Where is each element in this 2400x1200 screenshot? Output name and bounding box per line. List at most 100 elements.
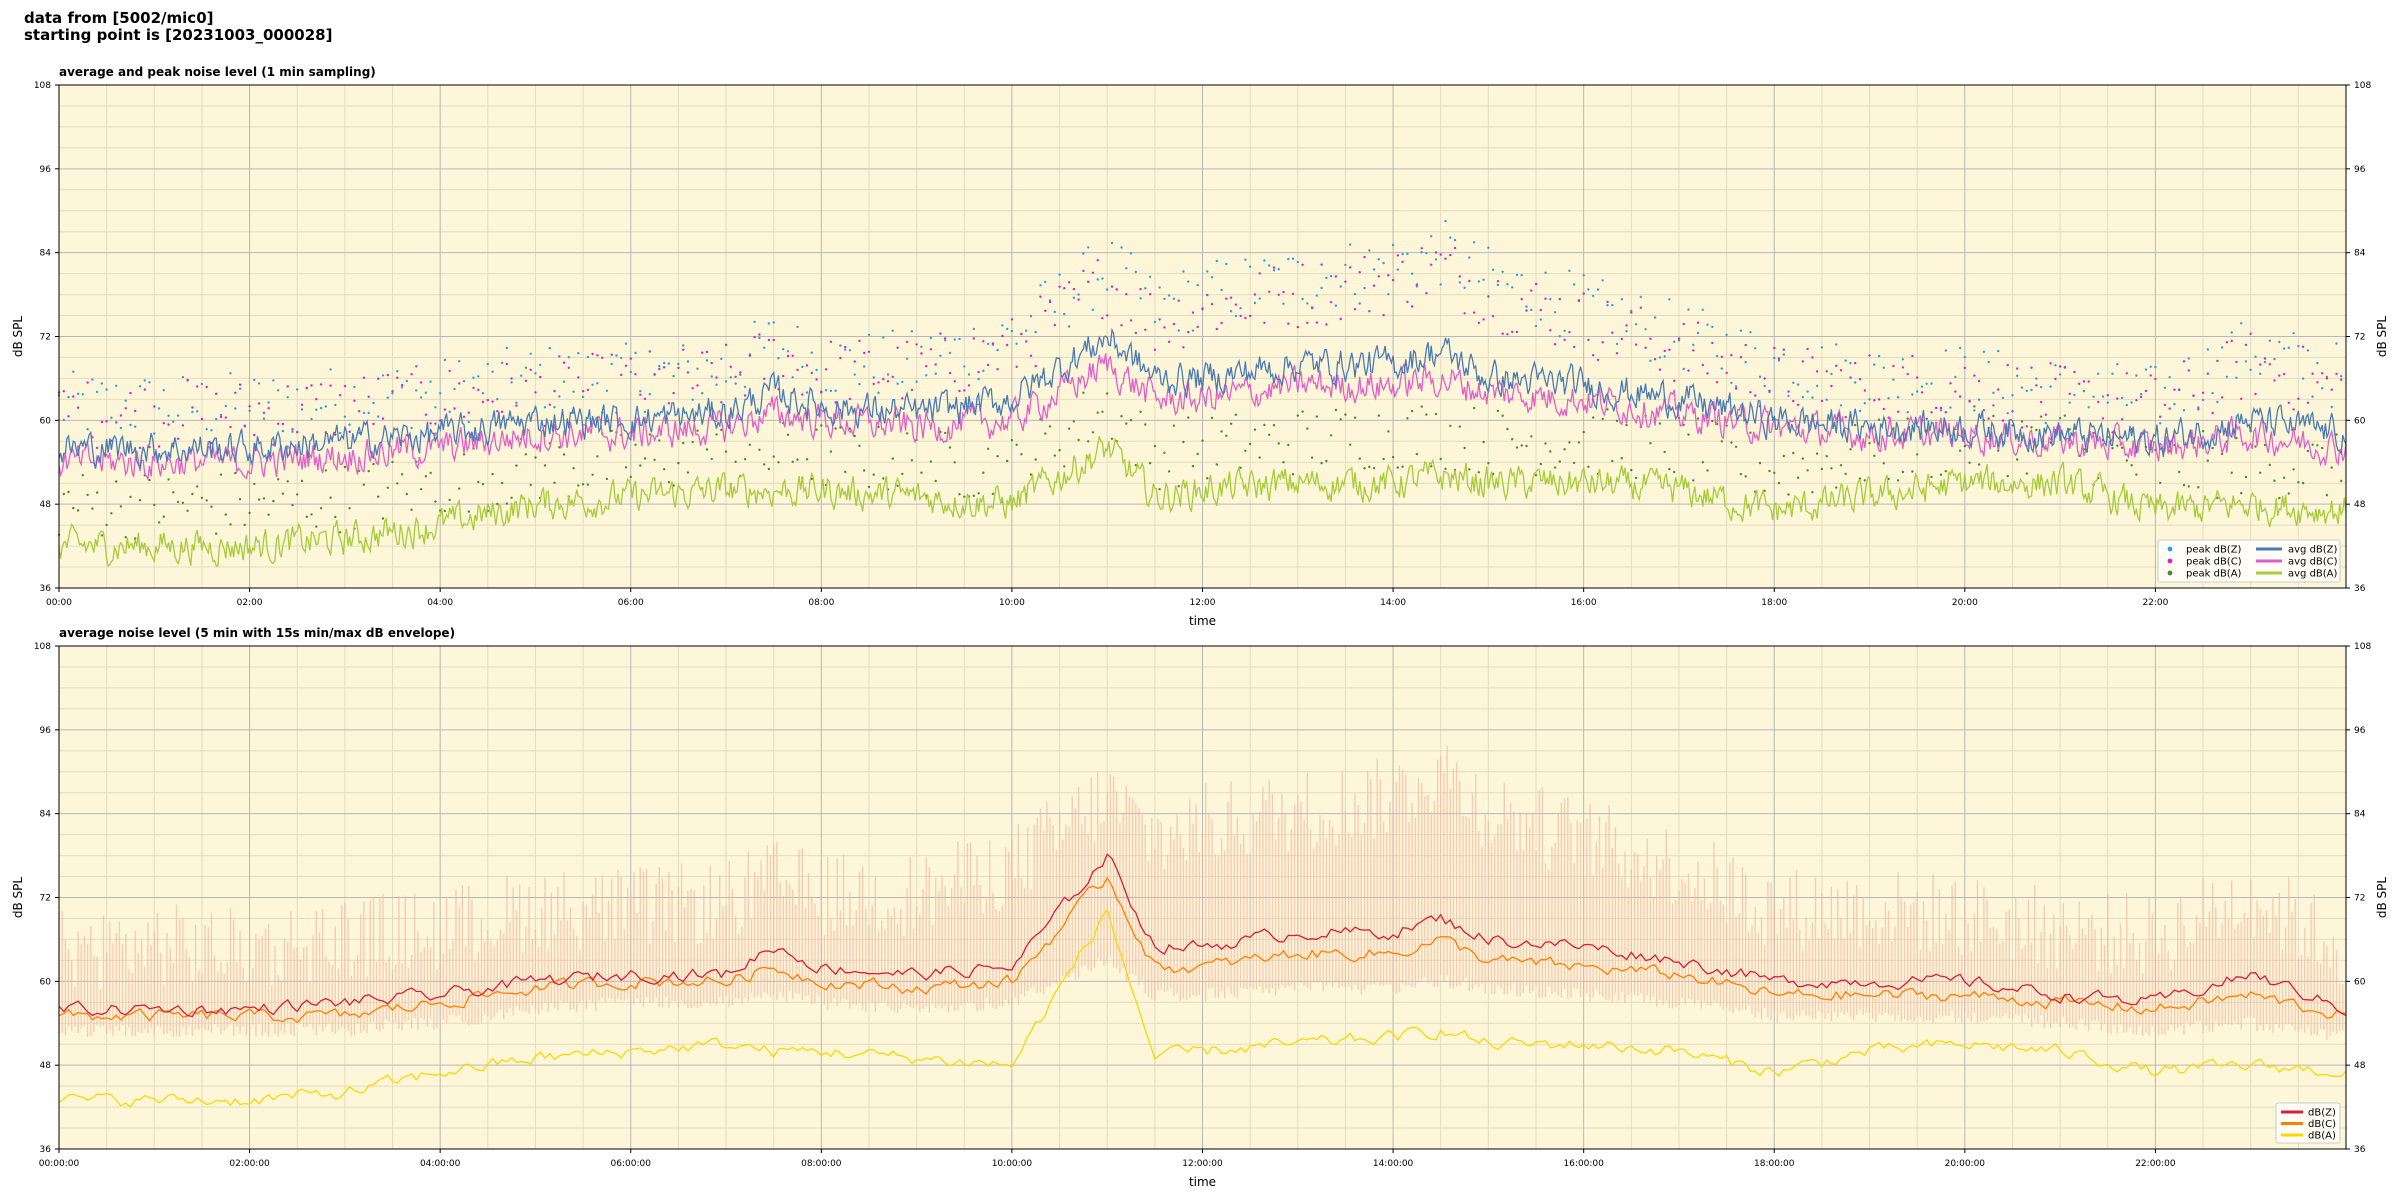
peak-point — [1954, 375, 1957, 379]
y-tick-label-left: 72 — [40, 333, 51, 343]
peak-point — [329, 496, 332, 499]
peak-point — [2125, 403, 2128, 407]
peak-point — [677, 461, 680, 465]
peak-point — [758, 336, 761, 340]
peak-point — [462, 453, 466, 456]
peak-point — [1787, 493, 1790, 496]
peak-point — [1825, 455, 1828, 458]
peak-point — [948, 371, 952, 375]
peak-point — [72, 370, 75, 373]
peak-point — [1506, 283, 1509, 286]
peak-point — [1396, 254, 1400, 257]
peak-point — [2187, 485, 2190, 488]
peak-point — [1577, 299, 1581, 302]
peak-point — [1777, 357, 1781, 360]
peak-point — [1158, 488, 1161, 491]
peak-point — [1220, 321, 1223, 325]
peak-point — [896, 382, 899, 385]
peak-point — [2125, 372, 2128, 375]
peak-point — [62, 492, 65, 496]
peak-point — [196, 485, 199, 488]
peak-point — [1006, 343, 1009, 347]
peak-point — [1177, 485, 1180, 488]
peak-point — [1406, 300, 1409, 304]
peak-point — [834, 427, 837, 430]
peak-point — [1406, 417, 1409, 420]
peak-points-peakdbc — [57, 246, 2343, 450]
peak-point — [643, 410, 647, 414]
peak-point — [562, 361, 566, 364]
peak-point — [315, 408, 318, 411]
series-line-dbc — [58, 876, 2346, 1024]
peak-point — [2182, 360, 2186, 363]
peak-point — [486, 398, 489, 402]
peak-point — [277, 422, 280, 425]
peak-point — [481, 392, 485, 395]
peak-point — [1258, 272, 1261, 275]
peak-point — [2092, 431, 2095, 435]
legend-box — [2157, 539, 2341, 583]
peak-point — [419, 381, 423, 384]
peak-point — [1592, 416, 1595, 419]
peak-point — [358, 410, 361, 413]
peak-point — [1449, 253, 1452, 257]
peak-point — [1044, 309, 1047, 312]
peak-point — [2301, 377, 2305, 380]
peak-point — [1663, 349, 1666, 353]
peak-point — [1120, 324, 1123, 327]
peak-point — [1854, 423, 1857, 427]
peak-point — [2187, 369, 2190, 372]
peak-point — [1082, 269, 1085, 273]
peak-point — [1939, 406, 1943, 410]
peak-point — [76, 406, 80, 409]
peak-point — [939, 332, 942, 335]
peak-point — [1325, 459, 1328, 463]
peak-point — [1244, 316, 1247, 320]
peak-point — [629, 357, 632, 360]
chart-panel-top: 36 36 48 48 60 60 72 72 84 84 96 96 108 108 00:00 02:00… — [11, 65, 2389, 628]
peak-point — [972, 327, 975, 331]
peak-point — [1849, 376, 1852, 379]
peak-point — [1449, 424, 1452, 428]
peak-point — [2235, 360, 2238, 364]
peak-point — [2092, 395, 2095, 398]
peak-point — [95, 390, 99, 394]
peak-point — [200, 496, 204, 499]
peak-point — [1444, 219, 1447, 223]
peak-point — [791, 460, 794, 463]
peak-point — [2244, 343, 2248, 346]
peak-point — [1587, 465, 1590, 468]
peak-point — [1801, 395, 1805, 399]
peak-point — [1287, 257, 1290, 261]
peak-point — [2306, 449, 2310, 453]
peak-point — [1873, 454, 1876, 457]
peak-point — [1973, 374, 1976, 377]
peak-point — [872, 473, 875, 476]
peak-point — [1611, 331, 1614, 334]
peak-point — [1239, 466, 1242, 469]
peak-point — [1839, 404, 1843, 407]
peak-point — [658, 439, 661, 442]
peak-point — [1820, 467, 1824, 471]
peak-point — [1801, 360, 1805, 363]
peak-point — [1301, 297, 1304, 301]
peak-point — [2311, 443, 2314, 446]
peak-point — [153, 432, 156, 435]
peak-point — [1811, 396, 1814, 399]
peak-point — [1248, 314, 1252, 318]
peak-point — [286, 396, 289, 399]
peak-point — [1911, 470, 1914, 473]
peak-point — [1234, 413, 1238, 416]
peak-point — [1763, 489, 1766, 492]
peak-point — [643, 457, 647, 460]
peak-point — [1225, 434, 1228, 437]
peak-point — [724, 343, 728, 346]
peak-point — [2220, 346, 2224, 349]
peak-point — [138, 446, 142, 450]
x-tick-label: 00:00:00 — [39, 1159, 80, 1169]
series-line-dba — [58, 908, 2347, 1109]
peak-point — [2068, 401, 2071, 404]
peak-point — [1963, 355, 1967, 359]
peak-point — [1187, 416, 1190, 419]
peak-point — [2073, 393, 2076, 397]
